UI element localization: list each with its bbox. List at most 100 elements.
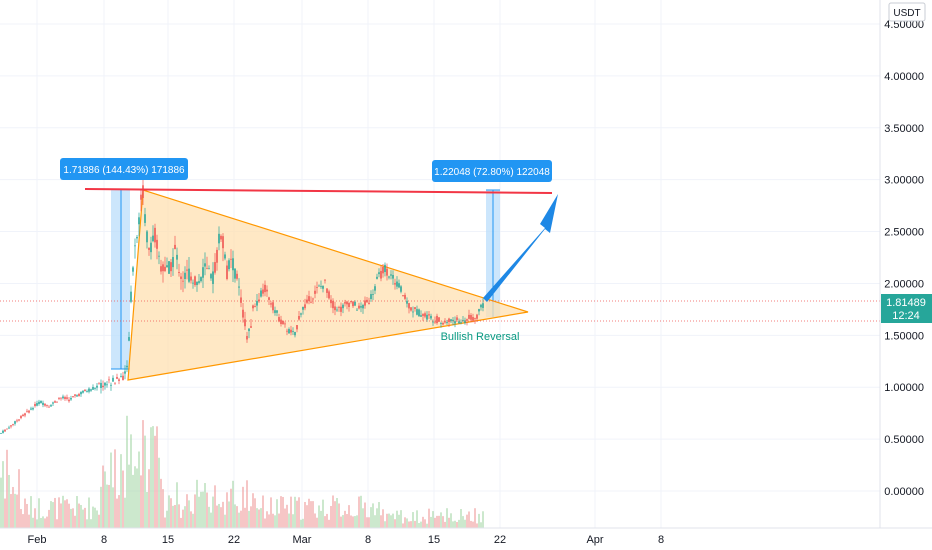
volume-bar [318,505,320,528]
volume-bar [208,506,210,528]
time-tick-label: 22 [228,534,240,546]
candle-body [362,305,364,309]
time-tick-label: Mar [293,534,312,546]
volume-bar [298,497,300,528]
candle-body [26,410,28,412]
volume-bar [148,469,150,528]
volume-bar [456,522,458,528]
volume-bar [434,517,436,528]
volume-bar [468,511,470,528]
volume-bar [396,510,398,528]
volume-bar [480,522,482,528]
volume-bar [290,496,292,528]
bullish-arrow-icon[interactable] [483,194,558,302]
measure-label-2: 1.22048 (72.80%) 122048 [432,160,552,182]
candle-body [398,283,400,288]
volume-bar [6,449,8,528]
candle-body [416,309,418,315]
volume-bar [152,426,154,528]
candle-body [460,322,462,324]
volume-bar [134,466,136,528]
candle-body [356,309,358,311]
candle-body [232,258,234,271]
candle-body [38,401,40,404]
candle-body [72,396,74,398]
candle-body [70,398,72,400]
time-tick-label: 15 [162,534,174,546]
candle-body [374,286,376,291]
volume-bar [162,489,164,528]
candle-body [100,382,102,388]
candle-body [384,264,386,273]
candle-body [86,390,88,392]
candle-body [348,302,350,308]
candle-body [168,261,170,274]
candle-body [250,326,252,328]
volume-bar [270,497,272,528]
volume-bar [368,517,370,528]
candle-body [36,403,38,406]
candle-body [4,429,6,432]
candle-body [472,317,474,321]
candle-body [406,300,408,304]
candle-body [288,329,290,334]
candle-body [24,413,26,416]
price-scale[interactable]: 4.50000 4.00000 3.50000 3.00000 2.50000 2.000… [879,0,932,550]
time-tick-label: 8 [365,534,371,546]
candle-body [262,289,264,294]
volume-bar [0,477,2,528]
volume-bar [112,487,114,528]
candle-body [290,329,292,333]
symmetrical-triangle[interactable] [127,189,529,381]
volume-bar [76,496,78,528]
volume-bar [174,504,176,528]
measure-label-1: 1.71886 (144.43%) 171886 [60,158,188,180]
candle-body [296,325,298,330]
volume-bar [46,516,48,528]
volume-bar [12,486,14,528]
volume-bar [442,516,444,528]
currency-badge[interactable]: USDT [888,2,926,22]
candle-body [442,323,444,325]
candle-body [366,299,368,303]
time-scale[interactable]: Feb 8 15 22 Mar 8 15 22 Apr 8 [0,527,932,550]
candle-body [78,394,80,397]
resistance-line[interactable] [84,188,553,194]
volume-bar [58,497,60,528]
volume-bar [292,514,294,528]
volume-bar [422,516,424,528]
volume-bar [214,485,216,528]
volume-bar [256,508,258,528]
candle-body [170,262,172,272]
candle-body [200,277,202,282]
volume-bar [282,496,284,528]
candle-body [380,270,382,279]
volume-bar [158,457,160,528]
candle-body [154,227,156,243]
candle-body [18,419,20,421]
measure-tool-1[interactable] [111,188,130,370]
volume-bar [440,512,442,528]
time-tick-label: Feb [28,534,47,546]
candle-body [302,306,304,310]
volume-bar [66,499,68,528]
candle-body [364,300,366,306]
volume-bar [418,523,420,528]
candle-body [84,389,86,392]
candle-body [164,266,166,272]
candle-body [478,309,480,312]
candle-body [12,424,14,425]
candle-body [274,310,276,313]
volume-bar [302,518,304,528]
candle-body [368,302,370,304]
candle-body [234,268,236,279]
volume-bar [354,516,356,528]
candle-body [278,317,280,322]
volume-bar [358,496,360,528]
candle-body [58,398,60,399]
volume-bar [262,495,264,528]
candle-body [468,314,470,319]
volume-bar [222,501,224,528]
candle-body [426,314,428,320]
